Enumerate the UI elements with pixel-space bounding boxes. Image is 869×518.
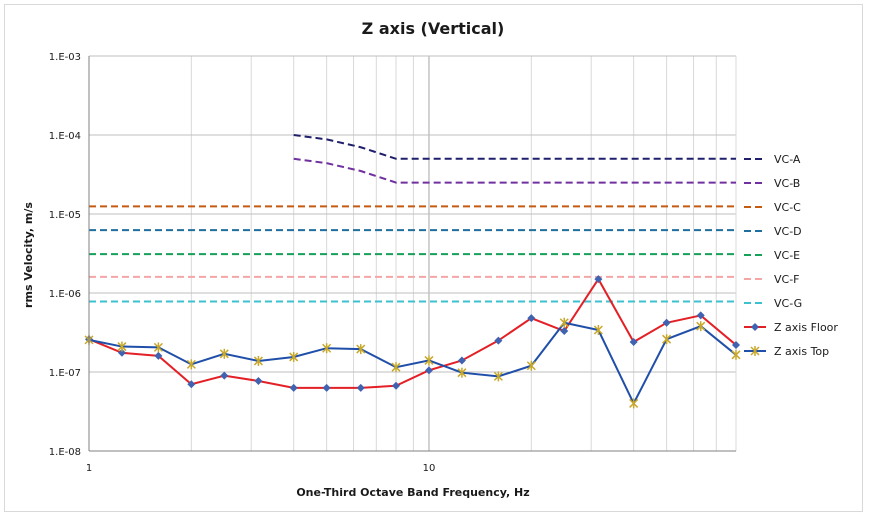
data-point xyxy=(424,355,434,366)
legend-label-series: Z axis Top xyxy=(774,345,829,358)
data-point xyxy=(322,343,332,354)
data-point xyxy=(117,348,126,357)
data-point xyxy=(731,349,741,360)
axes: 1.E-03 1.E-04 1.E-05 1.E-06 1.E-07 1.E-08 1 10 xyxy=(49,52,736,474)
legend-label-vc-f: VC-F xyxy=(774,273,800,286)
measured-series xyxy=(84,275,741,409)
legend-label-vc-a: VC-A xyxy=(774,153,801,166)
y-tick-label: 1.E-07 xyxy=(49,368,81,379)
legend-label-vc-c: VC-C xyxy=(774,201,801,214)
data-point xyxy=(593,325,603,336)
legend-label-vc-g: VC-G xyxy=(774,297,802,310)
data-point xyxy=(219,348,229,359)
data-point xyxy=(424,366,433,375)
data-point xyxy=(253,355,263,366)
data-point xyxy=(391,362,401,373)
data-point xyxy=(629,337,638,346)
data-point xyxy=(732,340,740,349)
data-point xyxy=(356,344,366,355)
data-point xyxy=(187,380,196,389)
x-axis-title: One-Third Octave Band Frequency, Hz xyxy=(296,486,529,499)
legend-label-vc-e: VC-E xyxy=(774,249,800,262)
data-point xyxy=(696,311,705,320)
criteria-curve-vc-b xyxy=(293,157,736,184)
data-point xyxy=(493,371,503,382)
data-point xyxy=(751,323,759,331)
data-point xyxy=(750,346,760,356)
legend: VC-A VC-B VC-C VC-D VC-E VC-F VC-G Z axis Floor… xyxy=(744,153,838,358)
data-point xyxy=(662,334,672,345)
series-line-floor xyxy=(88,277,737,389)
data-point xyxy=(527,314,536,323)
data-point xyxy=(457,356,466,365)
y-tick-label: 1.E-08 xyxy=(49,447,81,458)
data-point xyxy=(356,383,365,392)
data-point xyxy=(254,376,263,385)
y-tick-label: 1.E-06 xyxy=(49,289,81,300)
chart-area xyxy=(4,4,863,512)
data-point xyxy=(392,381,401,390)
data-point xyxy=(220,371,229,380)
data-point xyxy=(289,383,298,392)
legend-label-vc-d: VC-D xyxy=(774,225,802,238)
legend-label-vc-b: VC-B xyxy=(774,177,800,190)
chart-title: Z axis (Vertical) xyxy=(362,19,505,38)
data-point xyxy=(289,351,299,362)
y-axis-title: rms Velocity, m/s xyxy=(22,202,35,308)
data-point xyxy=(186,359,196,370)
data-point xyxy=(559,317,569,328)
data-point xyxy=(629,398,639,409)
data-point xyxy=(153,342,163,353)
data-point xyxy=(117,341,127,352)
vibration-criteria-curves xyxy=(89,134,736,303)
data-point xyxy=(662,318,671,327)
x-tick-label: 10 xyxy=(423,463,436,474)
data-point xyxy=(494,336,503,345)
data-point xyxy=(696,321,706,332)
data-point xyxy=(526,360,536,371)
y-tick-label: 1.E-04 xyxy=(49,131,81,142)
data-point xyxy=(457,367,467,378)
y-tick-label: 1.E-03 xyxy=(49,52,81,63)
data-point xyxy=(594,275,603,284)
data-point xyxy=(322,383,331,392)
series-line-top xyxy=(88,321,737,406)
x-tick-label: 1 xyxy=(86,463,92,474)
legend-label-series: Z axis Floor xyxy=(774,321,838,334)
y-tick-label: 1.E-05 xyxy=(49,210,81,221)
criteria-curve-vc-a xyxy=(293,134,736,160)
data-point xyxy=(560,327,569,336)
data-point xyxy=(154,351,163,360)
